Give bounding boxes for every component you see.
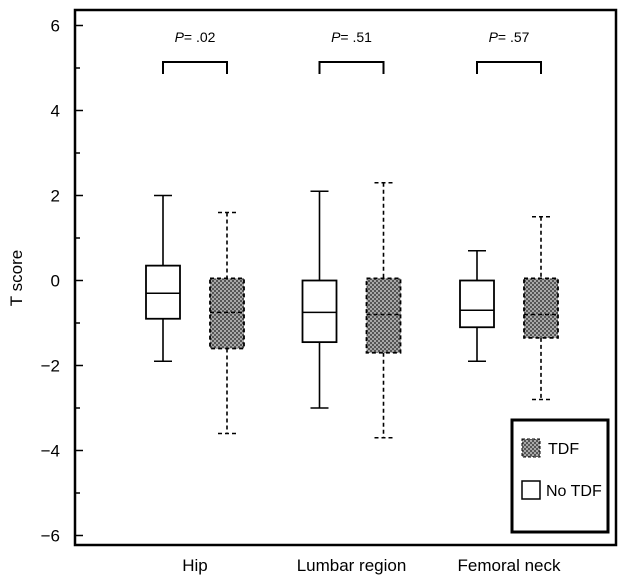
legend-swatch-no-tdf	[521, 480, 541, 500]
y-axis: 6 4 2 0 −2 −4 −6	[41, 17, 83, 546]
p-value-annotations: P= .02 P= .51 P= .57	[162, 29, 542, 74]
legend-frame	[510, 418, 610, 534]
iqr-box	[459, 279, 495, 329]
category-label: Femoral neck	[458, 556, 561, 575]
legend: TDF No TDF	[510, 418, 610, 534]
y-tick-label: −6	[41, 527, 60, 546]
box-no-tdf-2	[459, 249, 495, 363]
box-no-tdf-0	[145, 194, 181, 363]
box-no-tdf-1	[301, 190, 338, 409]
y-tick-label: 6	[51, 17, 60, 36]
legend-label-no-tdf: No TDF	[546, 483, 602, 500]
box-tdf-2	[523, 215, 559, 401]
y-tick-label: 4	[51, 102, 60, 121]
iqr-box	[523, 277, 559, 339]
y-tick-label: 2	[51, 187, 60, 206]
iqr-box	[209, 277, 245, 350]
boxes	[145, 181, 559, 439]
category-label: Lumbar region	[297, 556, 407, 575]
y-axis-title: T score	[7, 250, 26, 306]
iqr-box	[145, 264, 181, 320]
significance-bracket	[318, 61, 385, 74]
y-tick-label: 0	[51, 272, 60, 291]
category-label: Hip	[182, 556, 208, 575]
box-tdf-1	[365, 181, 402, 439]
significance-bracket	[162, 61, 228, 74]
category-labels: Hip Lumbar region Femoral neck	[182, 556, 561, 575]
significance-bracket	[476, 61, 542, 74]
legend-swatch-tdf	[521, 438, 541, 458]
box-tdf-0	[209, 211, 245, 435]
y-tick-label: −4	[41, 442, 60, 461]
plot-frame	[73, 8, 618, 547]
p-value-label: P= .02	[175, 29, 216, 45]
iqr-box	[301, 279, 338, 344]
y-tick-label: −2	[41, 357, 60, 376]
p-value-label: P= .51	[331, 29, 372, 45]
iqr-box	[365, 277, 402, 354]
p-value-label: P= .57	[489, 29, 530, 45]
legend-label-tdf: TDF	[548, 441, 579, 458]
